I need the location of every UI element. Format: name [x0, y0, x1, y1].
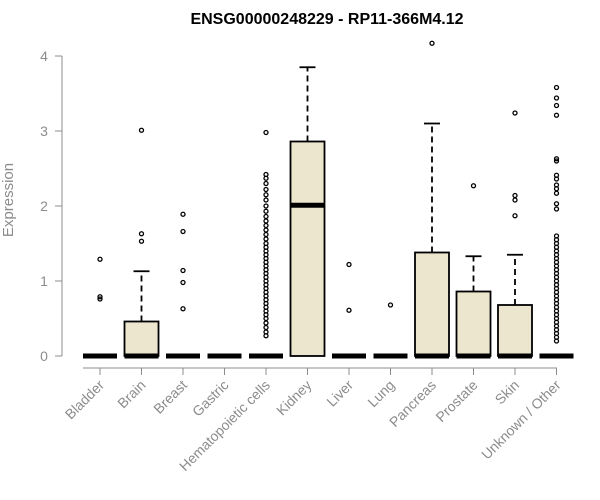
outlier-point — [553, 201, 560, 207]
x-tick-label: Kidney — [273, 377, 315, 419]
iqr-box — [123, 320, 160, 357]
outlier-point — [263, 208, 269, 214]
outlier-point — [263, 197, 269, 203]
outlier-point — [138, 127, 145, 133]
outlier-point — [263, 213, 269, 220]
x-tick-label: Prostate — [432, 377, 480, 425]
outlier-point — [263, 186, 269, 193]
outlier-point — [263, 218, 269, 224]
outlier-point — [512, 197, 518, 203]
y-axis-ticks: 0 1 2 3 4 — [40, 48, 62, 364]
y-tick-label: 0 — [40, 348, 48, 364]
y-axis-label: Expression — [0, 163, 17, 237]
outlier-point — [180, 211, 186, 217]
outlier-point — [553, 84, 560, 91]
outlier-point — [263, 231, 269, 238]
outlier-point — [553, 190, 560, 196]
outlier-point — [470, 183, 477, 189]
box-brain — [123, 127, 160, 359]
box-liver — [332, 261, 366, 359]
outlier-point — [263, 227, 269, 233]
outlier-point — [553, 156, 560, 162]
outlier-point — [263, 203, 269, 209]
outlier-point — [512, 213, 518, 219]
y-tick-label: 1 — [40, 273, 48, 289]
box-series — [83, 40, 574, 359]
x-tick-label: Brain — [114, 377, 148, 411]
outlier-point — [263, 324, 269, 331]
outlier-point — [180, 279, 186, 286]
outlier-point — [553, 338, 560, 344]
outlier-point — [387, 302, 394, 308]
outlier-point — [97, 296, 103, 302]
outlier-point — [553, 95, 560, 101]
outlier-point — [263, 180, 269, 187]
outlier-point — [263, 333, 269, 339]
outlier-point — [263, 222, 269, 229]
outlier-point — [263, 129, 269, 136]
outlier-point — [553, 112, 560, 118]
box-unknown-other — [539, 84, 574, 359]
box-lung — [373, 302, 408, 359]
x-tick-label: Skin — [492, 377, 523, 408]
x-tick-label: Bladder — [62, 377, 108, 423]
outlier-point — [97, 256, 103, 262]
outlier-point — [180, 228, 186, 235]
x-tick-label: Lung — [364, 377, 397, 410]
outlier-point — [553, 206, 560, 212]
outlier-point — [97, 294, 103, 300]
box-hematopoietic-cells — [249, 129, 283, 359]
outlier-point — [263, 315, 269, 322]
y-tick-label: 3 — [40, 123, 48, 139]
outlier-point — [263, 192, 269, 198]
box-prostate — [455, 183, 492, 359]
box-skin — [497, 110, 533, 359]
outlier-point — [138, 231, 145, 237]
outlier-point — [180, 267, 186, 274]
outlier-point — [263, 175, 269, 181]
outlier-point — [346, 307, 352, 313]
iqr-box — [289, 140, 326, 357]
box-bladder — [83, 256, 117, 359]
outlier-point — [512, 192, 518, 199]
outlier-point — [553, 158, 560, 164]
y-tick-label: 2 — [40, 198, 48, 214]
outlier-point — [263, 320, 269, 326]
outlier-point — [263, 236, 269, 242]
iqr-box — [455, 290, 492, 357]
iqr-box — [414, 251, 450, 357]
x-tick-label: Breast — [150, 377, 190, 417]
outlier-point — [138, 238, 145, 244]
iqr-box — [497, 304, 533, 357]
outlier-point — [553, 176, 560, 182]
outlier-point — [553, 186, 560, 192]
outlier-point — [180, 306, 186, 312]
box-kidney — [289, 66, 326, 357]
x-tick-label: Unknown / Other — [478, 377, 564, 463]
box-breast — [166, 211, 200, 359]
box-pancreas — [414, 40, 450, 359]
chart-title: ENSG00000248229 - RP11-366M4.12 — [190, 11, 463, 28]
outlier-point — [346, 261, 352, 268]
outlier-point — [553, 102, 560, 109]
outlier-point — [429, 40, 435, 46]
x-tick-label: Liver — [323, 377, 356, 410]
y-tick-label: 4 — [40, 48, 48, 64]
outlier-point — [512, 110, 518, 116]
